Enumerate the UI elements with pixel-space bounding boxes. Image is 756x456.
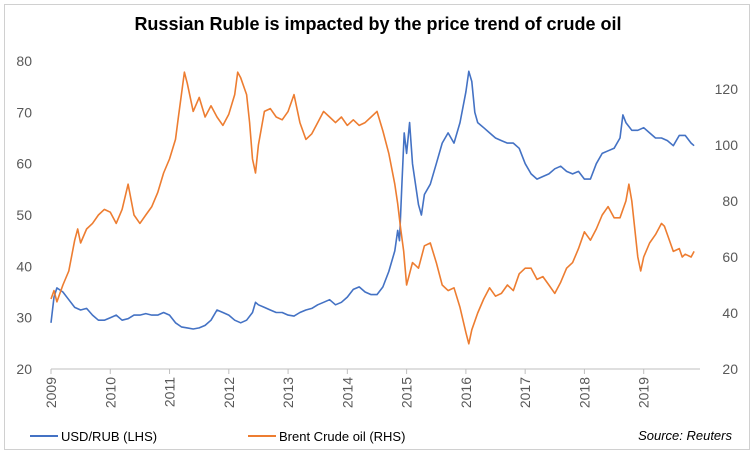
x-tick-label: 2019 <box>636 377 652 408</box>
x-tick-label: 2017 <box>517 377 533 408</box>
right-tick-label: 80 <box>722 193 738 209</box>
source-note: Source: Reuters <box>638 428 732 443</box>
legend-label: Brent Crude oil (RHS) <box>279 429 405 444</box>
right-tick-label: 20 <box>722 361 738 377</box>
left-tick-label: 50 <box>16 207 32 223</box>
right-tick-label: 100 <box>715 137 739 153</box>
x-tick-label: 2011 <box>162 377 178 407</box>
x-tick-label: 2015 <box>399 377 415 408</box>
left-tick-label: 80 <box>16 53 32 69</box>
series-lines <box>50 70 695 345</box>
brent-crude-line <box>50 71 695 345</box>
left-tick-label: 20 <box>16 361 32 377</box>
x-tick-label: 2010 <box>102 377 118 408</box>
right-tick-label: 60 <box>722 249 738 265</box>
left-tick-label: 30 <box>16 310 32 326</box>
x-tick-label: 2013 <box>280 377 296 408</box>
x-tick-label: 2009 <box>43 377 59 408</box>
chart-frame <box>4 4 750 450</box>
x-tick-label: 2014 <box>339 377 355 408</box>
right-axis: 20 40 60 80 100 120 <box>715 81 739 377</box>
right-tick-label: 40 <box>722 305 738 321</box>
left-axis: 20 30 40 50 60 70 80 <box>16 53 32 377</box>
left-tick-label: 40 <box>16 258 32 274</box>
left-tick-label: 70 <box>16 104 32 120</box>
x-axis: 2009 2010 2011 2012 2013 2014 2015 2016 2017 2018… <box>43 368 700 408</box>
right-tick-label: 120 <box>715 81 739 97</box>
x-tick-label: 2016 <box>458 377 474 408</box>
legend: USD/RUB (LHS) Brent Crude oil (RHS) <box>30 429 405 444</box>
usd-rub-line <box>50 70 695 330</box>
x-tick-label: 2018 <box>576 377 592 408</box>
x-tick-label: 2012 <box>221 377 237 408</box>
left-tick-label: 60 <box>16 156 32 172</box>
legend-label: USD/RUB (LHS) <box>61 429 157 444</box>
chart-title: Russian Ruble is impacted by the price t… <box>134 14 622 34</box>
